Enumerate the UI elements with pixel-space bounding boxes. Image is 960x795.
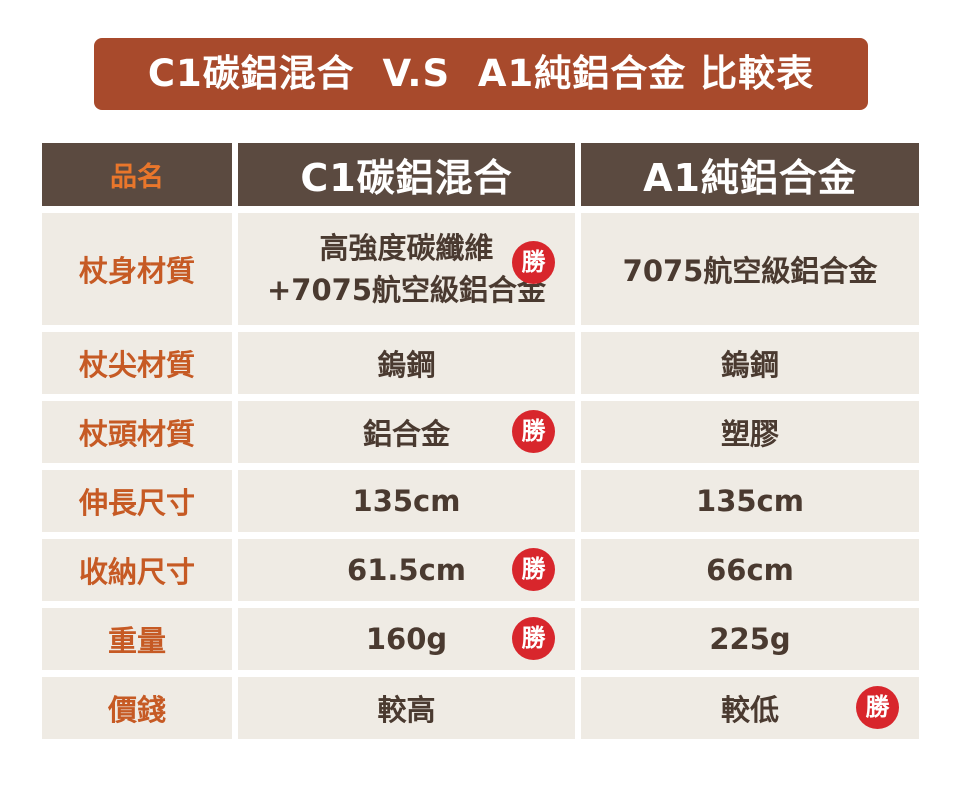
row-label: 杖尖材質	[42, 332, 232, 394]
table-row: 價錢 較高 較低 勝	[42, 677, 919, 739]
row-label: 價錢	[42, 677, 232, 739]
table-row: 杖身材質 高強度碳纖維 +7075航空級鋁合金 勝 7075航空級鋁合金	[42, 213, 919, 325]
c1-value-text: 鋁合金	[362, 417, 450, 451]
header-label-cell: 品名	[42, 143, 232, 206]
table-row: 重量 160g 勝 225g	[42, 608, 919, 670]
a1-value-cell: 225g	[581, 608, 919, 670]
c1-value-cell: 高強度碳纖維 +7075航空級鋁合金 勝	[238, 213, 575, 325]
c1-value-cell: 135cm	[238, 470, 575, 532]
c1-value-cell: 鎢鋼	[238, 332, 575, 394]
c1-value-cell: 鋁合金 勝	[238, 401, 575, 463]
row-label: 伸長尺寸	[42, 470, 232, 532]
row-label: 杖頭材質	[42, 401, 232, 463]
win-badge: 勝	[512, 241, 555, 284]
table-header-row: 品名 C1碳鋁混合 A1純鋁合金	[42, 143, 919, 206]
header-c1-cell: C1碳鋁混合	[238, 143, 575, 206]
win-badge: 勝	[512, 617, 555, 660]
page-title: C1碳鋁混合 V.S A1純鋁合金 比較表	[94, 38, 868, 110]
c1-value-multiline: 高強度碳纖維 +7075航空級鋁合金	[267, 227, 546, 311]
table-row: 收納尺寸 61.5cm 勝 66cm	[42, 539, 919, 601]
a1-value-cell: 7075航空級鋁合金	[581, 213, 919, 325]
c1-value-cell: 61.5cm 勝	[238, 539, 575, 601]
header-a1-cell: A1純鋁合金	[581, 143, 919, 206]
table-row: 杖尖材質 鎢鋼 鎢鋼	[42, 332, 919, 394]
table-row: 伸長尺寸 135cm 135cm	[42, 470, 919, 532]
c1-value-line2: +7075航空級鋁合金	[266, 273, 546, 307]
c1-value-text: 61.5cm	[347, 553, 466, 587]
win-badge: 勝	[856, 686, 899, 729]
row-label: 重量	[42, 608, 232, 670]
a1-value-cell: 鎢鋼	[581, 332, 919, 394]
win-badge: 勝	[512, 548, 555, 591]
a1-value-cell: 66cm	[581, 539, 919, 601]
c1-value-line1: 高強度碳纖維	[319, 231, 494, 265]
c1-value-text: 160g	[365, 622, 448, 656]
a1-value-cell: 塑膠	[581, 401, 919, 463]
a1-value-cell: 135cm	[581, 470, 919, 532]
row-label: 杖身材質	[42, 213, 232, 325]
c1-value-cell: 較高	[238, 677, 575, 739]
table-row: 杖頭材質 鋁合金 勝 塑膠	[42, 401, 919, 463]
a1-value-text: 較低	[720, 693, 779, 727]
row-label: 收納尺寸	[42, 539, 232, 601]
c1-value-cell: 160g 勝	[238, 608, 575, 670]
comparison-table: 品名 C1碳鋁混合 A1純鋁合金 杖身材質 高強度碳纖維 +7075航空級鋁合金…	[42, 143, 919, 746]
a1-value-cell: 較低 勝	[581, 677, 919, 739]
win-badge: 勝	[512, 410, 555, 453]
